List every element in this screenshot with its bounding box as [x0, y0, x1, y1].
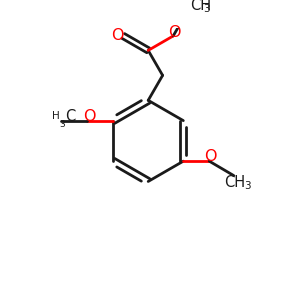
Text: O: O	[111, 28, 123, 43]
Text: C: C	[65, 109, 75, 124]
Text: CH: CH	[224, 175, 245, 190]
Text: O: O	[83, 109, 95, 124]
Text: 3: 3	[59, 120, 65, 129]
Text: CH: CH	[190, 0, 211, 13]
Text: O: O	[168, 25, 180, 40]
Text: 3: 3	[203, 4, 209, 14]
Text: 3: 3	[244, 182, 250, 191]
Text: H: H	[52, 111, 59, 121]
Text: O: O	[204, 149, 216, 164]
